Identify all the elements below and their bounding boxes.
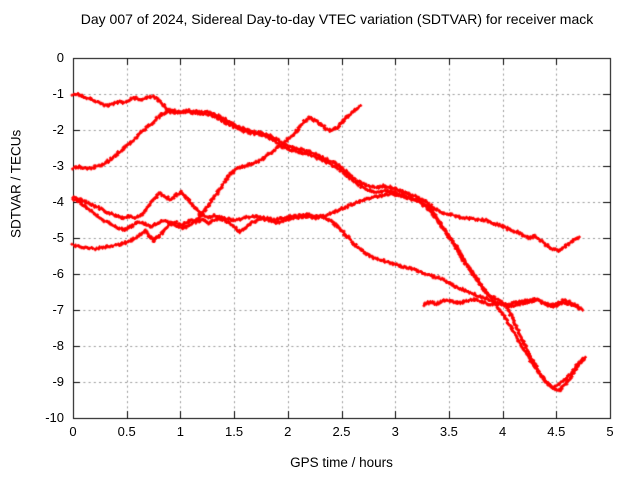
y-tick-label: 0 — [56, 50, 64, 65]
x-tick-label: 5 — [606, 424, 614, 439]
y-tick-label: -6 — [52, 266, 64, 281]
y-tick-label: -7 — [52, 302, 64, 317]
x-tick-label: 2.5 — [332, 424, 351, 439]
y-tick-label: -10 — [45, 410, 64, 425]
x-tick-label: 3 — [391, 424, 399, 439]
y-tick-label: -2 — [52, 122, 64, 137]
y-tick-label: -1 — [52, 86, 64, 101]
x-tick-label: 2 — [284, 424, 292, 439]
chart-title: Day 007 of 2024, Sidereal Day-to-day VTE… — [80, 11, 594, 27]
y-tick-label: -8 — [52, 338, 64, 353]
x-tick-label: 3.5 — [439, 424, 458, 439]
x-tick-label: 0.5 — [117, 424, 136, 439]
x-tick-label: 4 — [498, 424, 507, 439]
x-axis-label: GPS time / hours — [290, 455, 393, 470]
y-tick-label: -3 — [52, 158, 64, 173]
x-tick-label: 0 — [69, 424, 77, 439]
x-tick-label: 1 — [176, 424, 184, 439]
y-tick-label: -9 — [52, 374, 64, 389]
y-tick-label: -5 — [52, 230, 64, 245]
x-tick-label: 4.5 — [547, 424, 566, 439]
x-tick-label: 1.5 — [225, 424, 244, 439]
y-tick-label: -4 — [52, 194, 64, 209]
